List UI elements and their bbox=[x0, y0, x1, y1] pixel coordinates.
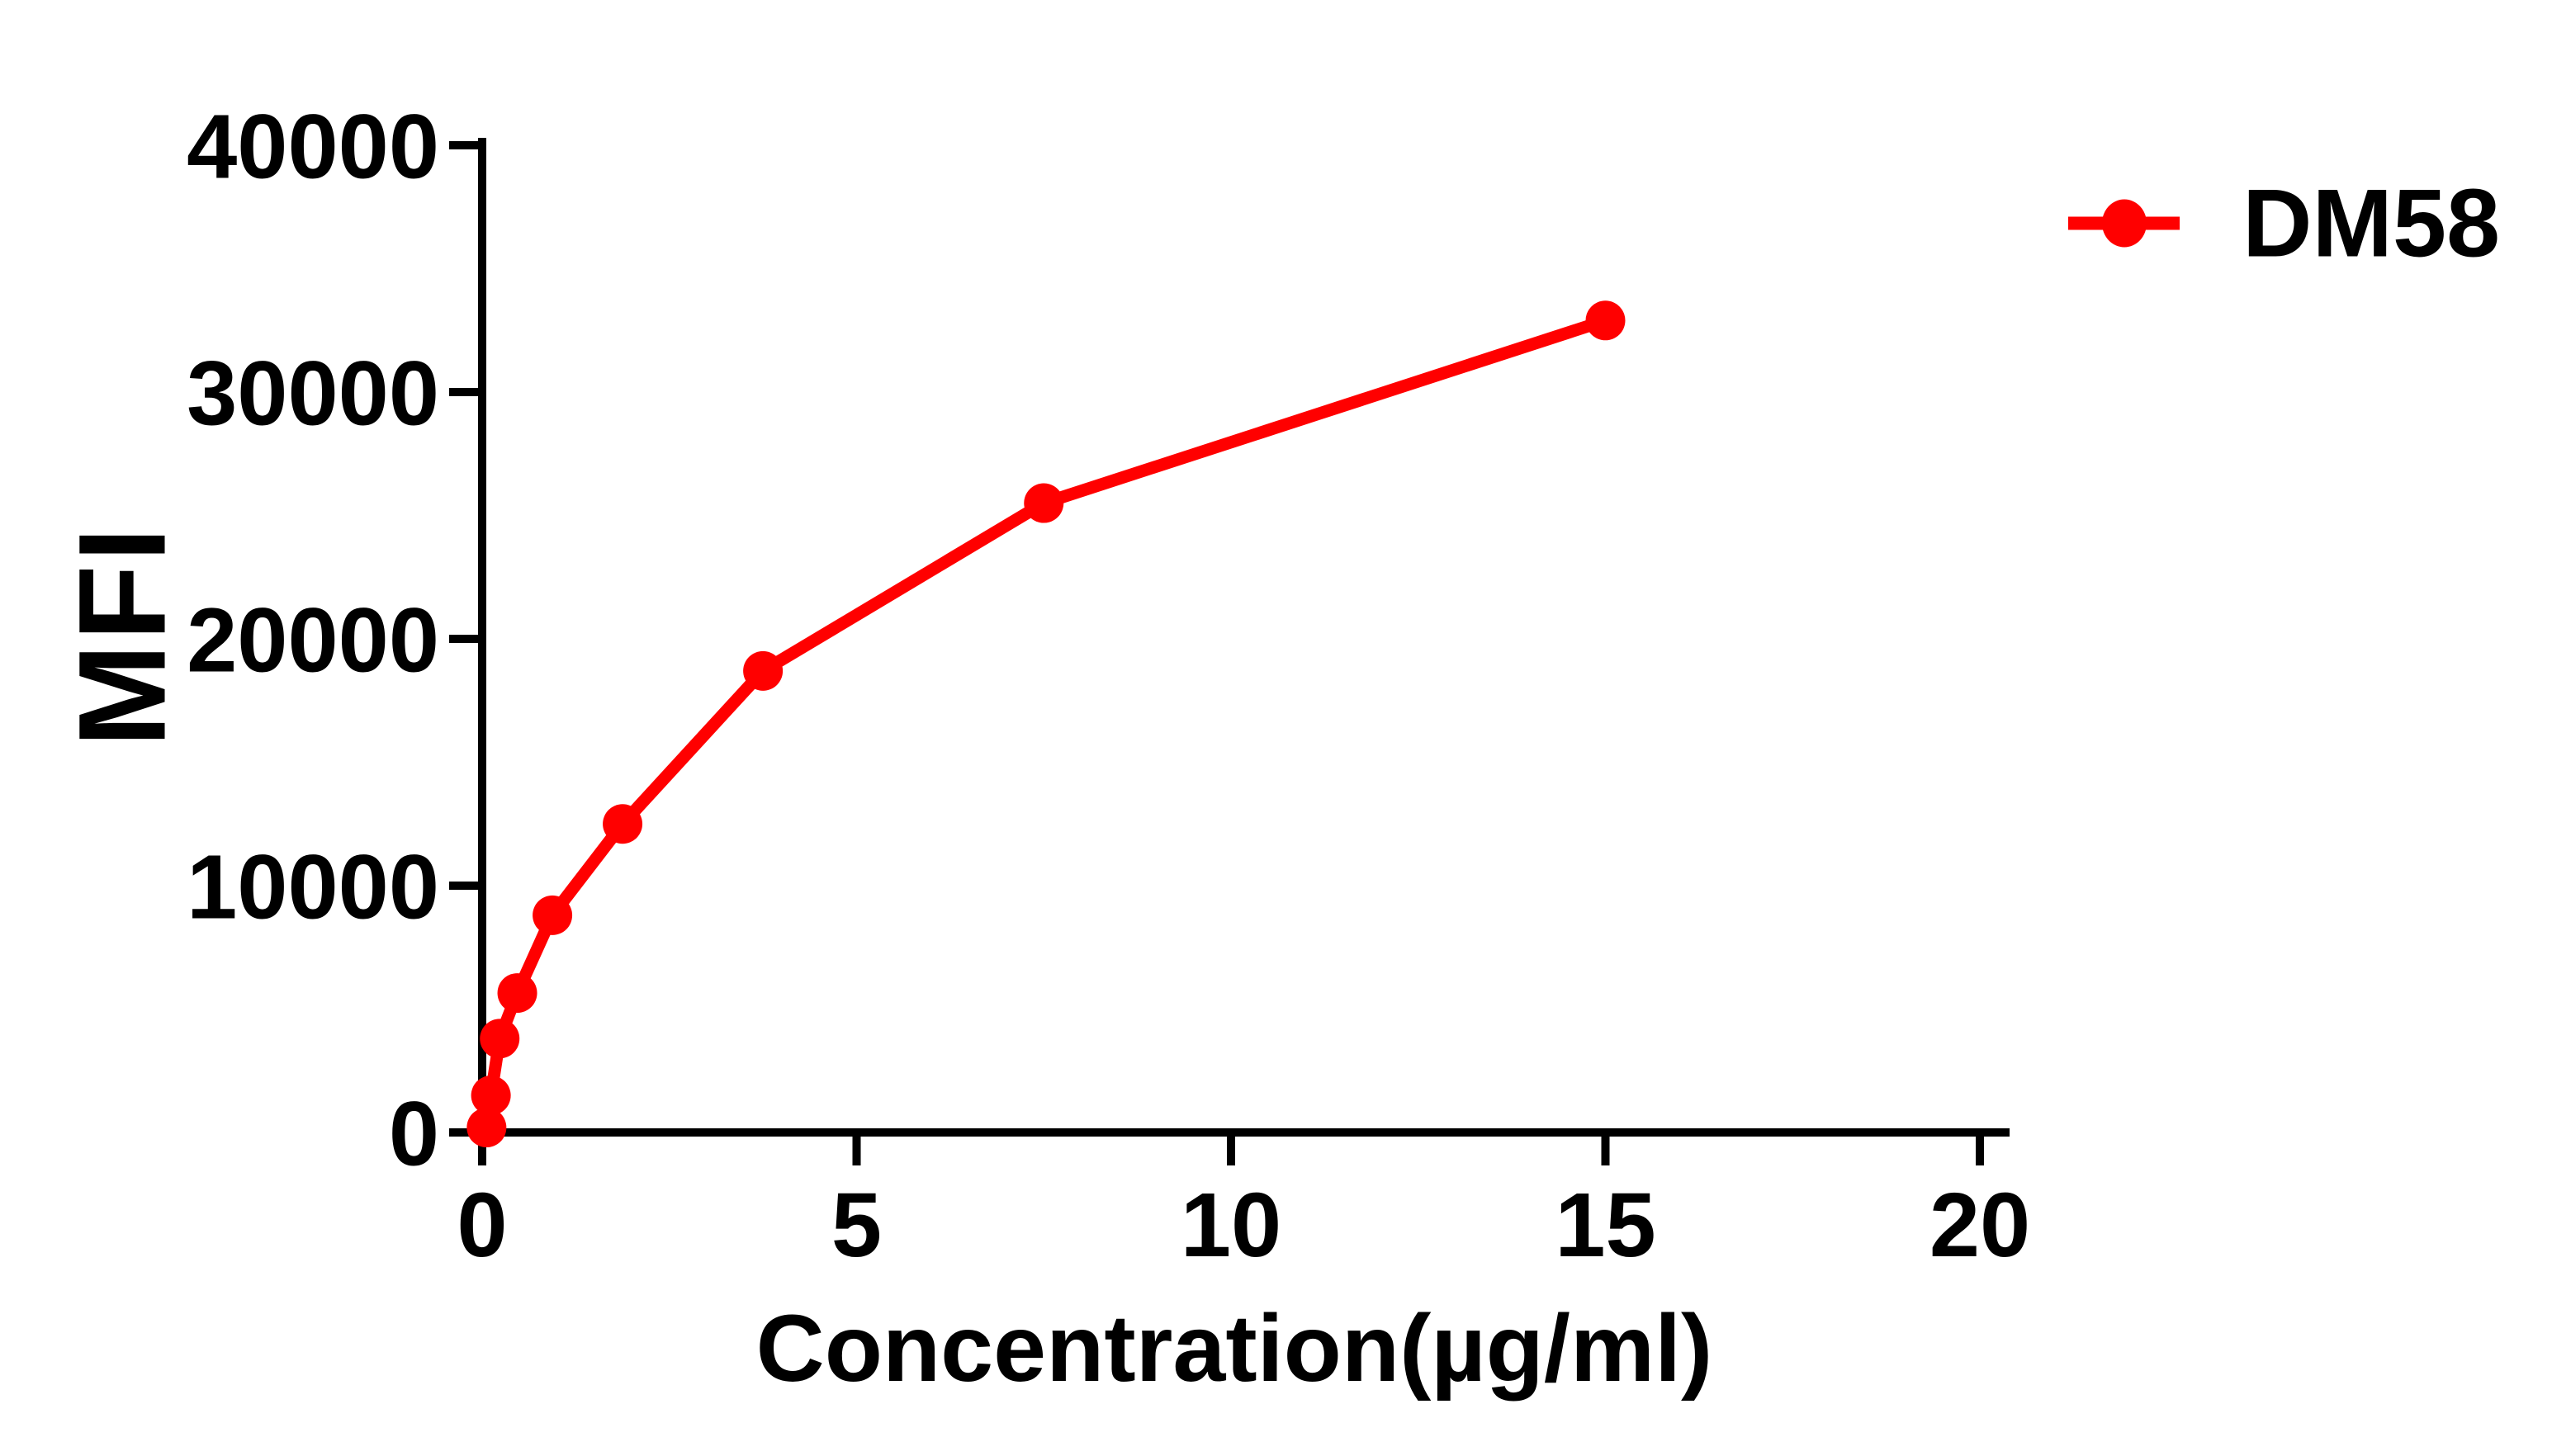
x-axis-title: Concentration(µg/ml) bbox=[755, 1296, 1713, 1402]
data-point bbox=[1585, 300, 1626, 341]
y-tick-label: 10000 bbox=[187, 837, 439, 938]
data-point bbox=[497, 973, 537, 1014]
data-point bbox=[471, 1075, 511, 1116]
y-tick-label: 20000 bbox=[187, 590, 439, 692]
y-axis-title: MFI bbox=[52, 523, 192, 748]
legend-point-icon bbox=[2101, 199, 2147, 247]
data-point bbox=[466, 1108, 507, 1148]
data-point bbox=[533, 895, 573, 935]
x-tick-label: 5 bbox=[831, 1175, 882, 1276]
data-line-dm58 bbox=[480, 314, 1607, 1129]
legend: DM58 bbox=[2068, 168, 2500, 279]
legend-marker bbox=[2068, 194, 2180, 252]
y-tick-label: 30000 bbox=[187, 343, 439, 445]
x-tick-label: 10 bbox=[1181, 1175, 1281, 1276]
x-tick-label: 15 bbox=[1555, 1175, 1655, 1276]
data-point bbox=[1024, 483, 1064, 523]
legend-series-label: DM58 bbox=[2242, 168, 2501, 277]
data-point bbox=[480, 1019, 520, 1059]
x-tick-label: 0 bbox=[457, 1175, 507, 1276]
y-tick-label: 0 bbox=[389, 1084, 439, 1185]
data-point bbox=[743, 650, 784, 691]
data-point bbox=[603, 804, 643, 844]
y-tick-label: 40000 bbox=[187, 97, 439, 198]
x-tick-label: 20 bbox=[1929, 1175, 2030, 1276]
